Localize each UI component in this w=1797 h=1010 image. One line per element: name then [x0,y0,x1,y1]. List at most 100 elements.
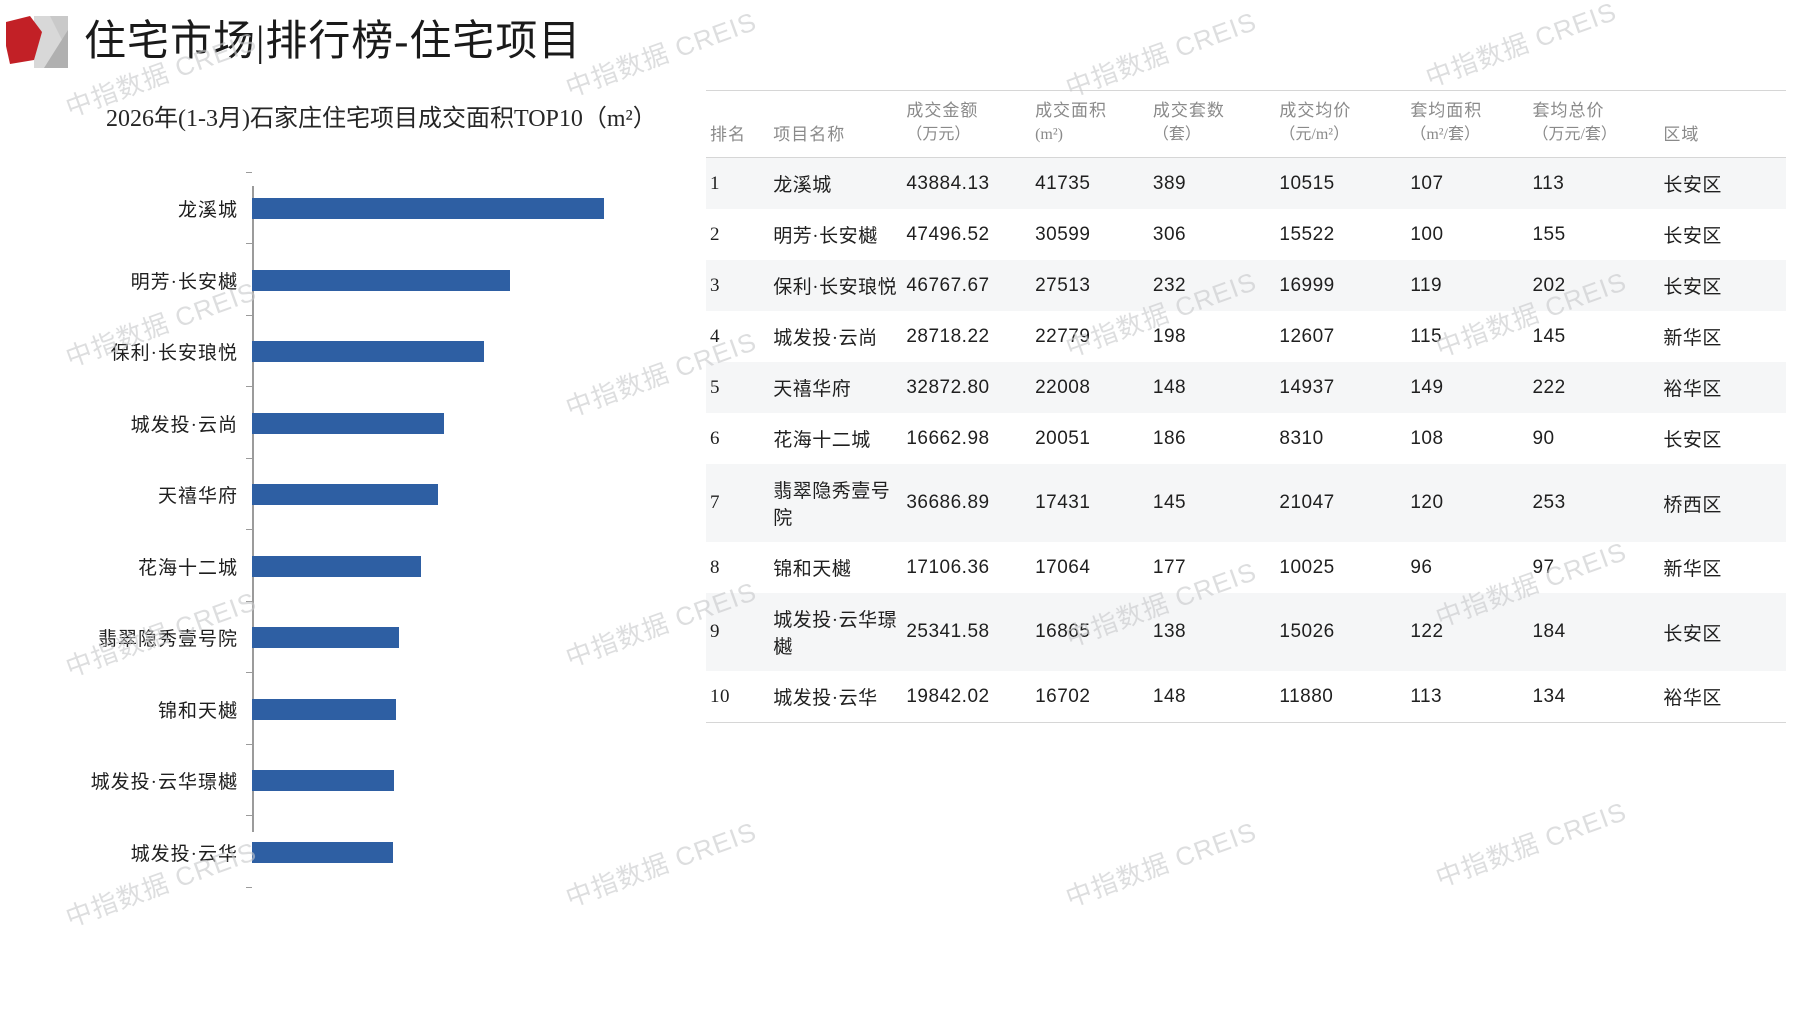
cell-avg-unit-total: 145 [1532,325,1566,347]
cell-avg-unit-area: 119 [1406,260,1529,311]
cell-project-name: 保利·长安琅悦 [769,260,903,311]
cell-rank: 5 [706,362,770,413]
bar-chart: 龙溪城 明芳·长安樾 保利·长安琅悦 城发投·云尚 天禧华府 花海十二城 翡翠隐秀壹号院 锦和… [0,88,700,888]
cell-avg-unit-total: 184 [1528,593,1660,671]
cell-avg-unit-area: 113 [1406,671,1529,723]
cell-units: 186 [1152,427,1187,449]
axis-tick [246,815,252,817]
cell-project-name: 城发投·云华璟樾 [769,593,903,671]
watermark: 中指数据 CREIS [1431,796,1631,893]
cell-amount: 25341.58 [902,593,1032,671]
cell-project-name: 明芳·长安樾 [773,226,878,247]
cell-rank: 6 [710,427,720,449]
cell-amount: 46767.67 [902,260,1032,311]
cell-units: 198 [1152,325,1187,347]
cell-rank: 2 [710,223,720,245]
cell-avg-unit-area: 120 [1406,464,1529,542]
page-header: 住宅市场|排行榜-住宅项目 [0,0,1797,88]
table-row[interactable]: 2 明芳·长安樾 47496.52 30599 306 15522 100 155 长安区 [706,209,1786,260]
cell-amount: 32872.80 [902,362,1032,413]
th-avg-price: 成交均价 （元/m²） [1275,90,1407,158]
cell-region: 长安区 [1663,430,1722,451]
table-row[interactable]: 9 城发投·云华璟樾 25341.58 16865 138 15026 122 184 长安区 [706,593,1786,671]
bar [252,484,438,505]
cell-region: 长安区 [1663,226,1722,247]
cell-units: 177 [1152,556,1187,578]
cell-region: 长安区 [1659,157,1786,209]
bar [252,341,484,362]
bar [252,555,421,577]
cell-avg-price: 15522 [1279,223,1335,245]
cell-rank: 7 [706,464,770,542]
cell-avg-price: 11880 [1275,671,1407,723]
cell-amount: 36686.89 [902,464,1032,542]
cell-rank: 3 [706,260,770,311]
cell-avg-price: 10025 [1279,556,1335,578]
table-row[interactable]: 8 锦和天樾 17106.36 17064 177 10025 96 97 新华区 [706,542,1786,593]
table-row[interactable]: 1 龙溪城 43884.13 41735 389 10515 107 113 长安区 [706,157,1786,209]
cell-rank: 8 [710,556,720,578]
cell-rank: 10 [706,671,770,723]
cell-avg-unit-area: 149 [1406,362,1529,413]
cell-area: 27513 [1031,260,1149,311]
cell-area: 30599 [1035,223,1091,245]
cell-avg-unit-total: 253 [1528,464,1660,542]
cell-avg-price: 12607 [1279,325,1335,347]
table-row[interactable]: 3 保利·长安琅悦 46767.67 27513 232 16999 119 202 长安区 [706,260,1786,311]
watermark: 中指数据 CREIS [1061,816,1261,913]
cell-region: 长安区 [1659,260,1786,311]
cell-project-name: 天禧华府 [769,362,903,413]
bar-category-label: 城发投·云华璟樾 [90,772,238,793]
cell-avg-price: 8310 [1279,427,1324,449]
bar-category-label: 翡翠隐秀壹号院 [97,629,238,650]
cell-avg-unit-total: 134 [1528,671,1660,723]
bar [252,770,394,791]
cell-avg-price: 15026 [1275,593,1407,671]
cell-avg-unit-area: 122 [1406,593,1529,671]
axis-tick [246,172,252,174]
axis-tick [246,529,252,531]
table-row[interactable]: 10 城发投·云华 19842.02 16702 148 11880 113 134 裕华区 [706,671,1786,723]
bar [252,698,396,720]
axis-tick [246,243,252,245]
cell-area: 16865 [1031,593,1149,671]
cell-area: 20051 [1035,427,1091,449]
bar [252,412,444,434]
cell-amount: 16662.98 [906,427,990,449]
chart-panel: 2026年(1-3月)石家庄住宅项目成交面积TOP10（m²） 龙溪城 明芳·长安… [0,88,700,888]
cell-rank: 9 [706,593,770,671]
cell-avg-unit-area: 108 [1410,427,1444,449]
ranking-table: 排名 项目名称 成交金额 （万元） 成交面积 (m²) 成交套数 （套） [706,90,1786,723]
table-header-row: 排名 项目名称 成交金额 （万元） 成交面积 (m²) 成交套数 （套） [706,90,1786,158]
axis-tick [246,672,252,674]
th-units: 成交套数 （套） [1148,90,1276,158]
table-body: 1 龙溪城 43884.13 41735 389 10515 107 113 长安区 2 明芳·长安… [706,157,1786,723]
th-region: 区域 [1659,90,1786,158]
cell-units: 148 [1148,671,1276,723]
axis-tick [246,886,252,888]
cell-area: 16702 [1031,671,1149,723]
cell-avg-unit-area: 96 [1410,556,1433,578]
bar-category-label: 天禧华府 [157,486,238,507]
table-row[interactable]: 5 天禧华府 32872.80 22008 148 14937 149 222 裕华区 [706,362,1786,413]
table-row[interactable]: 7 翡翠隐秀壹号院 36686.89 17431 145 21047 120 253 桥西区 [706,464,1786,542]
cell-avg-unit-total: 202 [1528,260,1660,311]
cell-project-name: 花海十二城 [773,430,871,451]
cell-avg-price: 21047 [1275,464,1407,542]
cell-amount: 17106.36 [906,556,990,578]
ranking-table-panel: 排名 项目名称 成交金额 （万元） 成交面积 (m²) 成交套数 （套） [706,90,1792,723]
cell-units: 306 [1152,223,1187,245]
cell-project-name: 翡翠隐秀壹号院 [769,464,903,542]
cell-rank: 4 [710,325,720,347]
bar-category-label: 花海十二城 [137,557,238,579]
table-row[interactable]: 6 花海十二城 16662.98 20051 186 8310 108 90 长安区 [706,413,1786,464]
th-area: 成交面积 (m²) [1031,90,1149,158]
table-row[interactable]: 4 城发投·云尚 28718.22 22779 198 12607 115 145 新华区 [706,311,1786,362]
bar-category-label: 城发投·云尚 [130,414,238,436]
cell-project-name: 城发投·云尚 [773,328,878,349]
th-avg-unit-area: 套均面积 （m²/套） [1406,90,1529,158]
bar-category-label: 锦和天樾 [157,700,238,722]
cell-area: 17431 [1031,464,1149,542]
bar-category-label: 保利·长安琅悦 [110,343,238,364]
cell-region: 桥西区 [1659,464,1786,542]
